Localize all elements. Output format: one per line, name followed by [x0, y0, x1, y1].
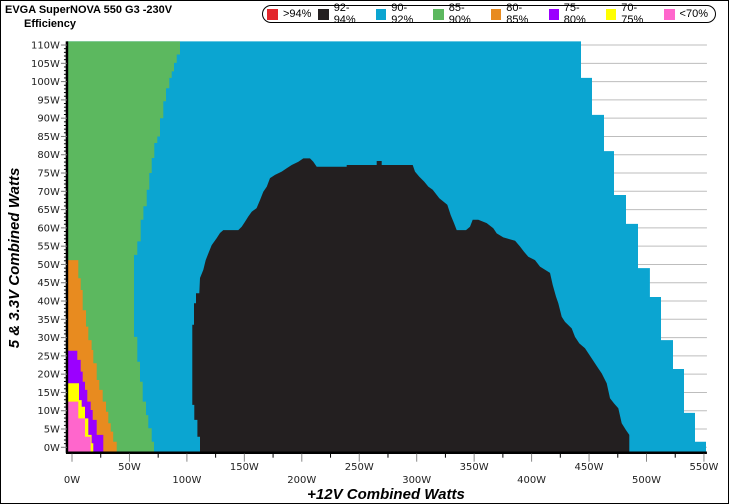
x-tick-label: 200W [287, 475, 316, 486]
y-tick-label: 20W [37, 370, 60, 381]
legend-swatch [433, 8, 444, 20]
legend-swatch [491, 8, 502, 20]
y-tick-label: 40W [37, 297, 60, 308]
legend-label: 90-92% [391, 2, 414, 26]
legend-swatch [606, 8, 617, 20]
y-tick-label: 25W [37, 351, 60, 362]
legend-item: 92-94% [318, 2, 369, 26]
legend-label: 92-94% [333, 2, 356, 26]
legend-item: 70-75% [606, 2, 657, 26]
x-tick-label: 0W [64, 475, 80, 486]
x-tick-label: 150W [230, 462, 259, 473]
y-tick-label: 5W [44, 425, 60, 436]
legend-item: 90-92% [375, 2, 427, 26]
legend-label: <70% [679, 8, 708, 20]
y-tick-label: 60W [37, 223, 60, 234]
legend-swatch [663, 8, 675, 20]
x-tick-label: 350W [460, 462, 489, 473]
x-tick-label: 550W [689, 462, 718, 473]
y-tick-label: 55W [37, 242, 60, 253]
chart-title: EVGA SuperNOVA 550 G3 -230V [5, 4, 173, 16]
legend-item: 80-85% [491, 2, 542, 26]
legend-item: <70% [663, 8, 708, 20]
y-tick-label: 65W [37, 205, 60, 216]
y-tick-label: 105W [31, 59, 60, 70]
legend-swatch [267, 8, 278, 20]
y-tick-label: 75W [37, 169, 60, 180]
legend-item: 75-80% [548, 2, 600, 26]
x-tick-label: 100W [172, 475, 201, 486]
y-tick-label: 110W [31, 41, 60, 52]
y-tick-label: 90W [37, 114, 60, 125]
region--70- [66, 401, 91, 452]
y-tick-label: 15W [37, 388, 60, 399]
legend-item: >94% [267, 8, 311, 20]
y-tick-label: 10W [37, 406, 60, 417]
legend-item: 85-90% [433, 2, 484, 26]
legend-label: 70-75% [621, 2, 644, 26]
legend-swatch [375, 8, 387, 20]
x-tick-label: 400W [517, 475, 546, 486]
chart-subtitle: Efficiency [24, 18, 76, 30]
legend-label: >94% [283, 8, 312, 20]
x-tick-label: 450W [575, 462, 604, 473]
region-85-90- [66, 41, 180, 452]
y-tick-label: 30W [37, 333, 60, 344]
y-tick-label: 35W [37, 315, 60, 326]
region-92-94 [192, 158, 630, 452]
legend-swatch [318, 8, 329, 20]
legend-label: 85-90% [448, 2, 471, 26]
y-tick-label: 95W [37, 95, 60, 106]
x-axis-title: +12V Combined Watts [307, 486, 465, 503]
x-tick-label: 300W [402, 475, 431, 486]
legend-label: 80-85% [506, 2, 529, 26]
y-tick-label: 45W [37, 278, 60, 289]
legend-label: 75-80% [563, 2, 586, 26]
x-tick-label: 50W [118, 462, 141, 473]
y-tick-label: 80W [37, 150, 60, 161]
legend-swatch [548, 8, 559, 20]
y-axis-title: 5 & 3.3V Combined Watts [6, 168, 23, 349]
y-tick-label: 70W [37, 187, 60, 198]
y-tick-label: 0W [44, 443, 60, 454]
legend: >94% 92-94% 90-92% 85-90% 80-85% 75-80% 70-75%… [262, 2, 716, 26]
x-tick-label: 250W [345, 462, 374, 473]
y-tick-label: 100W [31, 77, 60, 88]
y-tick-label: 85W [37, 132, 60, 143]
x-tick-label: 500W [632, 475, 661, 486]
y-tick-label: 50W [37, 260, 60, 271]
